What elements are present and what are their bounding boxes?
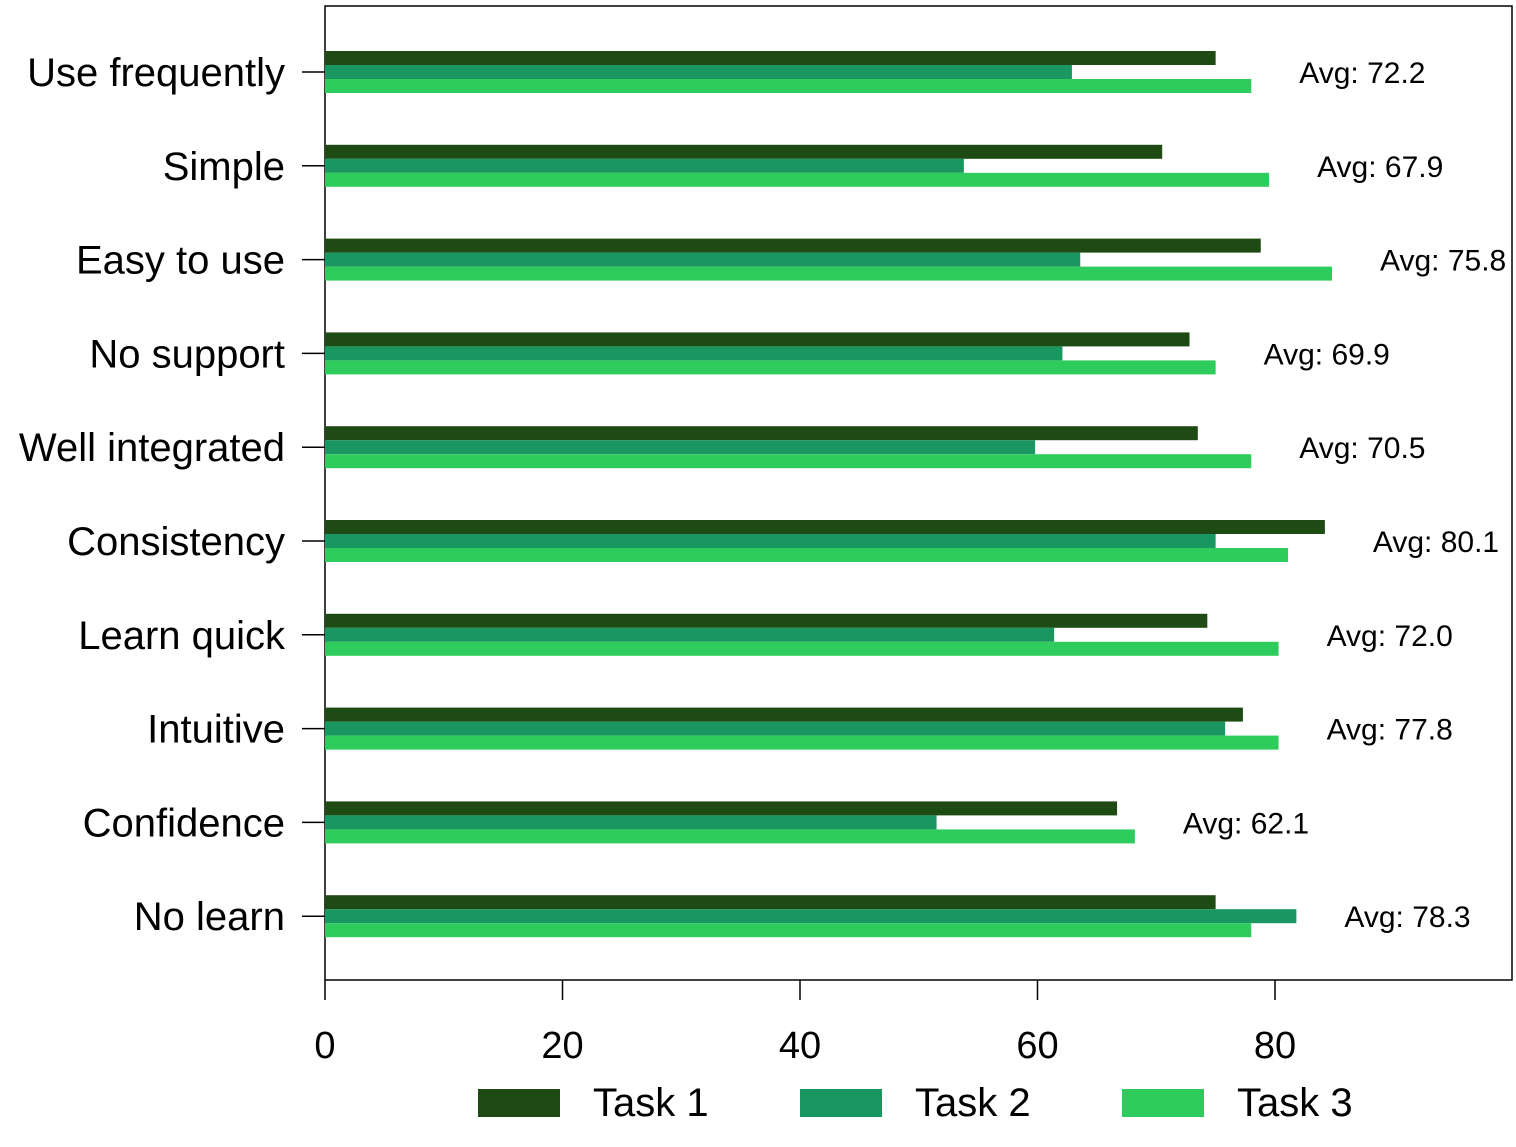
legend-label-task1: Task 1	[593, 1081, 709, 1125]
y-tick-label-well-integrated: Well integrated	[19, 426, 285, 470]
avg-label-no-support: Avg: 69.9	[1264, 338, 1390, 371]
bar-no-support-task3	[325, 360, 1216, 375]
plot-frame	[324, 5, 1513, 981]
y-tick-label-consistency: Consistency	[67, 520, 285, 564]
bar-confidence-task1	[325, 801, 1118, 816]
bar-well-integrated-task3	[325, 454, 1252, 469]
bar-learn-quick-task1	[325, 613, 1208, 628]
y-tick-label-learn-quick: Learn quick	[78, 614, 286, 658]
y-tick-label-confidence: Confidence	[83, 801, 285, 845]
bar-easy-to-use-task1	[325, 238, 1261, 253]
legend-label-task3: Task 3	[1237, 1081, 1353, 1125]
bar-no-support-task1	[325, 332, 1190, 347]
avg-label-well-integrated: Avg: 70.5	[1299, 432, 1425, 465]
avg-label-use-frequently: Avg: 72.2	[1299, 57, 1425, 90]
legend-label-task2: Task 2	[915, 1081, 1031, 1125]
bar-simple-task2	[325, 158, 964, 173]
x-tick-label-40: 40	[779, 1025, 821, 1067]
avg-label-intuitive: Avg: 77.8	[1327, 714, 1453, 747]
y-tick-label-easy-to-use: Easy to use	[76, 239, 285, 283]
x-tick-label-80: 80	[1254, 1025, 1296, 1067]
avg-label-easy-to-use: Avg: 75.8	[1380, 245, 1506, 278]
bar-use-frequently-task1	[325, 51, 1216, 65]
bar-no-learn-task2	[325, 909, 1297, 924]
y-tick-label-use-frequently: Use frequently	[27, 51, 285, 95]
bar-intuitive-task3	[325, 735, 1279, 750]
bar-simple-task3	[325, 172, 1270, 187]
bar-confidence-task3	[325, 829, 1135, 844]
y-tick-label-intuitive: Intuitive	[147, 708, 285, 752]
bar-simple-task1	[325, 144, 1163, 159]
bar-no-learn-task3	[325, 923, 1252, 938]
bar-consistency-task1	[325, 520, 1325, 534]
bar-easy-to-use-task2	[325, 252, 1081, 267]
legend-swatch-task2	[800, 1089, 882, 1117]
y-tick-label-no-learn: No learn	[134, 895, 285, 939]
bar-intuitive-task2	[325, 721, 1226, 736]
bar-use-frequently-task2	[325, 65, 1072, 79]
bar-no-learn-task1	[325, 895, 1216, 910]
axis-layer: Use frequently Avg: 72.2 Simple Avg: 67.9 Ea…	[19, 51, 1506, 1067]
avg-label-learn-quick: Avg: 72.0	[1327, 620, 1453, 653]
bar-use-frequently-task3	[325, 79, 1252, 93]
bar-learn-quick-task3	[325, 641, 1279, 656]
bar-confidence-task2	[325, 815, 937, 830]
avg-label-no-learn: Avg: 78.3	[1344, 901, 1470, 934]
avg-label-confidence: Avg: 62.1	[1183, 807, 1309, 840]
bar-well-integrated-task2	[325, 440, 1036, 455]
legend-swatch-task1	[478, 1089, 560, 1117]
bar-intuitive-task1	[325, 707, 1243, 722]
bar-easy-to-use-task3	[325, 266, 1332, 281]
avg-label-consistency: Avg: 80.1	[1373, 526, 1499, 559]
y-tick-label-simple: Simple	[163, 145, 285, 189]
y-tick-label-no-support: No support	[89, 332, 285, 376]
legend-swatch-task3	[1122, 1089, 1204, 1117]
legend: Task 1 Task 2 Task 3	[478, 1081, 1353, 1125]
bar-consistency-task2	[325, 534, 1216, 548]
x-tick-label-60: 60	[1016, 1025, 1058, 1067]
bar-well-integrated-task1	[325, 426, 1198, 441]
bar-consistency-task3	[325, 548, 1289, 562]
bar-learn-quick-task2	[325, 627, 1055, 642]
x-tick-label-20: 20	[541, 1025, 583, 1067]
bar-no-support-task2	[325, 346, 1063, 361]
bars-layer	[325, 51, 1332, 938]
x-tick-label-0: 0	[314, 1025, 335, 1067]
avg-label-simple: Avg: 67.9	[1317, 151, 1443, 184]
